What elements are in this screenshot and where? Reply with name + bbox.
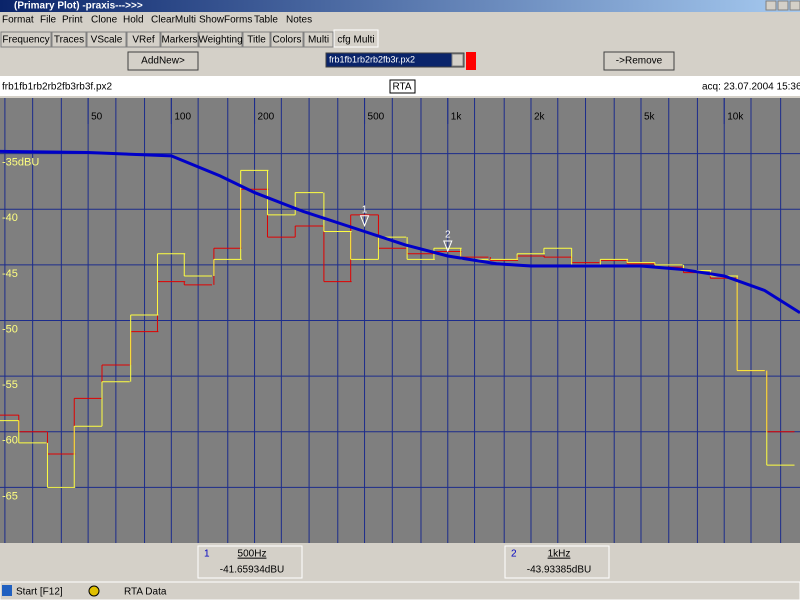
x-tick-label: 50 bbox=[91, 112, 103, 123]
tab[interactable] bbox=[270, 31, 304, 48]
remove-button[interactable] bbox=[603, 51, 675, 71]
tab-label[interactable]: Weighting bbox=[198, 35, 242, 46]
tab[interactable] bbox=[51, 31, 87, 48]
y-tick-label: -40 bbox=[2, 212, 18, 224]
tab-label[interactable]: Traces bbox=[54, 35, 84, 46]
select-box[interactable] bbox=[325, 52, 465, 68]
maximize-button[interactable] bbox=[777, 0, 789, 11]
tab-label[interactable]: VRef bbox=[132, 35, 154, 46]
readout-frequency: 1kHz bbox=[548, 549, 571, 560]
readout-box bbox=[504, 545, 610, 579]
file-name: frb1fb1rb2rb2fb3rb3f.px2 bbox=[2, 82, 113, 93]
add-button[interactable] bbox=[127, 51, 199, 71]
add-button-label[interactable]: AddNew> bbox=[141, 56, 185, 67]
x-tick-label: 500 bbox=[368, 112, 385, 123]
menu-item[interactable]: Notes bbox=[286, 15, 312, 26]
mode-label: RTA bbox=[392, 82, 411, 93]
menu-item[interactable]: Clone bbox=[91, 15, 118, 26]
start-button[interactable]: Start [F12] bbox=[16, 587, 63, 598]
menu-item[interactable]: File bbox=[40, 15, 57, 26]
mode-box bbox=[389, 79, 416, 94]
remove-button-label[interactable]: ->Remove bbox=[616, 56, 663, 67]
marker bbox=[443, 240, 453, 253]
marker-label: 2 bbox=[445, 230, 451, 241]
menu-item[interactable]: ShowForms bbox=[199, 15, 252, 26]
start-icon bbox=[2, 585, 12, 596]
tab-label[interactable]: Colors bbox=[273, 35, 302, 46]
tab-label[interactable]: VScale bbox=[91, 35, 123, 46]
x-tick-label: 100 bbox=[174, 112, 191, 123]
marker bbox=[359, 215, 370, 228]
select-arrow[interactable] bbox=[451, 53, 464, 67]
tab[interactable] bbox=[333, 29, 379, 48]
readout-frequency: 500Hz bbox=[238, 549, 267, 560]
tray-icon bbox=[88, 585, 100, 597]
menu-item[interactable]: Hold bbox=[123, 15, 144, 26]
y-tick-label: -35dBU bbox=[2, 157, 39, 169]
marker-label: 1 bbox=[362, 204, 368, 215]
y-tick-label: -45 bbox=[2, 268, 18, 280]
menu-item[interactable]: Table bbox=[254, 15, 278, 26]
tab[interactable] bbox=[242, 31, 271, 48]
tab-label[interactable]: Frequency bbox=[2, 35, 49, 46]
title-bar bbox=[0, 0, 800, 12]
y-tick-label: -50 bbox=[2, 323, 18, 335]
acq-time: acq: 23.07.2004 15:36:50 bbox=[702, 82, 800, 93]
readout-value: -41.65934dBU bbox=[220, 565, 285, 576]
task-app[interactable]: RTA Data bbox=[124, 587, 167, 598]
menu-item[interactable]: ClearMulti bbox=[151, 15, 196, 26]
readout-number: 2 bbox=[511, 549, 517, 560]
taskbar bbox=[0, 581, 800, 600]
window-title: (Primary Plot) -praxis--->>> bbox=[14, 1, 143, 12]
color-swatch bbox=[466, 52, 476, 70]
tab[interactable] bbox=[0, 31, 52, 48]
smoothed-curve bbox=[0, 149, 800, 314]
select-value[interactable]: frb1fb1rb2rb2fb3r.px2 bbox=[329, 54, 415, 64]
tab-label[interactable]: cfg Multi bbox=[337, 35, 374, 46]
y-tick-label: -60 bbox=[2, 435, 18, 447]
x-tick-label: 2k bbox=[534, 112, 546, 123]
menu-item[interactable]: Format bbox=[2, 15, 34, 26]
tab-label[interactable]: Title bbox=[247, 35, 266, 46]
tab[interactable] bbox=[126, 31, 161, 48]
close-button[interactable] bbox=[789, 0, 800, 11]
tab-label[interactable]: Multi bbox=[308, 35, 329, 46]
y-tick-label: -65 bbox=[2, 490, 18, 502]
x-tick-label: 1k bbox=[451, 112, 463, 123]
x-tick-label: 5k bbox=[644, 112, 656, 123]
tab-label[interactable]: Markers bbox=[161, 35, 197, 46]
minimize-button[interactable] bbox=[765, 0, 777, 11]
y-tick-label: -55 bbox=[2, 379, 18, 391]
readout-value: -43.93385dBU bbox=[527, 565, 592, 576]
x-tick-label: 200 bbox=[258, 112, 275, 123]
tab[interactable] bbox=[303, 31, 334, 48]
plot: 50 100 200 500 1k 2k 5k 10k -35dBU -40 -45 -50 -55 -6… bbox=[0, 98, 800, 543]
tab[interactable] bbox=[198, 31, 243, 48]
tab[interactable] bbox=[160, 31, 199, 48]
readout-number: 1 bbox=[204, 549, 210, 560]
menu-item[interactable]: Print bbox=[62, 15, 83, 26]
tab[interactable] bbox=[86, 31, 127, 48]
x-tick-label: 10k bbox=[727, 112, 744, 123]
readout-box bbox=[197, 545, 303, 579]
